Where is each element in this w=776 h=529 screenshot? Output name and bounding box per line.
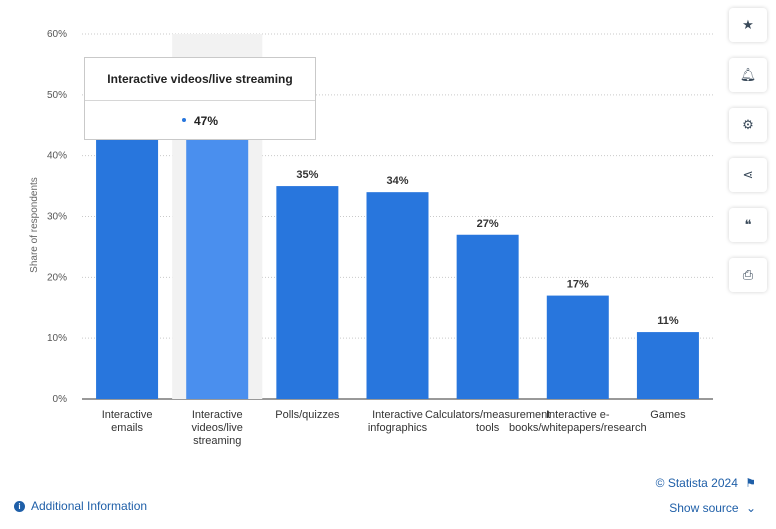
chevron-down-icon: ⌄ — [745, 501, 756, 515]
additional-information-link[interactable]: i Additional Information — [14, 499, 147, 513]
tooltip-value-row: 47% — [85, 101, 315, 141]
star-icon: ★ — [742, 17, 754, 32]
y-tick-label: 30% — [47, 212, 67, 223]
x-tick-line: Calculators/measurement — [425, 409, 550, 421]
x-tick-line: streaming — [193, 435, 241, 447]
x-tick-line: Interactive — [102, 409, 153, 421]
bell-icon: 🔔︎ — [739, 67, 757, 82]
x-tick-line: Interactive — [192, 409, 243, 421]
x-tick-label: Interactive infographics — [368, 409, 428, 434]
x-tick-line: videos/live — [192, 422, 243, 434]
x-tick-line: infographics — [368, 422, 428, 434]
share-icon: ⋖ — [742, 167, 754, 182]
show-source-text: Show source — [669, 501, 739, 515]
data-label: 35% — [296, 169, 318, 181]
x-tick-line: emails — [111, 422, 143, 434]
info-icon: i — [14, 500, 25, 512]
x-tick-label: Calculators/measurement tools — [425, 409, 550, 434]
x-tick-label: Interactive e-books/whitepapers/research — [509, 409, 647, 434]
x-tick-line: Polls/quizzes — [275, 409, 340, 421]
data-label: 17% — [567, 279, 589, 291]
tooltip-title: Interactive videos/live streaming — [85, 58, 315, 101]
tooltip-value: 47% — [193, 114, 219, 128]
y-tick-label: 10% — [47, 333, 67, 344]
favorite-button[interactable]: ★ — [729, 8, 767, 42]
print-icon: ⎙ — [742, 267, 754, 282]
bar[interactable] — [456, 234, 519, 399]
tooltip-series-dot — [181, 117, 186, 122]
bar[interactable] — [96, 137, 159, 399]
y-tick-label: 50% — [47, 90, 67, 101]
bar[interactable] — [186, 113, 249, 399]
data-label: 11% — [657, 315, 679, 327]
data-label: 34% — [386, 175, 408, 187]
y-tick-label: 0% — [53, 394, 68, 405]
quote-icon: ❝ — [744, 217, 752, 232]
bar[interactable] — [276, 186, 339, 399]
x-tick-label: Games — [650, 409, 686, 421]
cite-button[interactable]: ❝ — [729, 208, 767, 242]
x-tick-line: Games — [650, 409, 686, 421]
chart-toolbar: ★ 🔔︎ ⚙ ⋖ ❝ ⎙ — [729, 8, 767, 308]
x-tick-line: Interactive e- — [546, 409, 610, 421]
x-tick-label: Interactive videos/live streaming — [192, 409, 243, 447]
credit-text: © Statista 2024 — [655, 476, 738, 490]
y-tick-label: 40% — [47, 151, 67, 162]
chart-tooltip: Interactive videos/live streaming 47% — [84, 57, 316, 140]
y-tick-label: 20% — [47, 272, 67, 283]
share-button[interactable]: ⋖ — [729, 158, 767, 192]
bar[interactable] — [636, 332, 699, 399]
print-button[interactable]: ⎙ — [729, 258, 767, 292]
bar[interactable] — [366, 192, 429, 399]
x-tick-line: Interactive — [372, 409, 423, 421]
y-tick-label: 60% — [47, 29, 67, 40]
x-tick-label: Interactive emails — [102, 409, 153, 434]
show-source-link[interactable]: Show source ⌄ — [669, 501, 756, 515]
y-axis-label: Share of respondents — [29, 177, 40, 273]
notification-button[interactable]: 🔔︎ — [729, 58, 767, 92]
x-tick-line: tools — [476, 422, 500, 434]
settings-button[interactable]: ⚙ — [729, 108, 767, 142]
gear-icon: ⚙ — [742, 117, 754, 132]
x-tick-label: Polls/quizzes — [275, 409, 340, 421]
additional-information-text: Additional Information — [31, 499, 148, 513]
flag-icon: ⚑ — [745, 476, 756, 490]
statista-credit[interactable]: © Statista 2024 ⚑ — [656, 476, 756, 490]
x-tick-line: books/whitepapers/research — [509, 422, 647, 434]
bar[interactable] — [546, 295, 609, 399]
data-label: 27% — [477, 218, 499, 230]
